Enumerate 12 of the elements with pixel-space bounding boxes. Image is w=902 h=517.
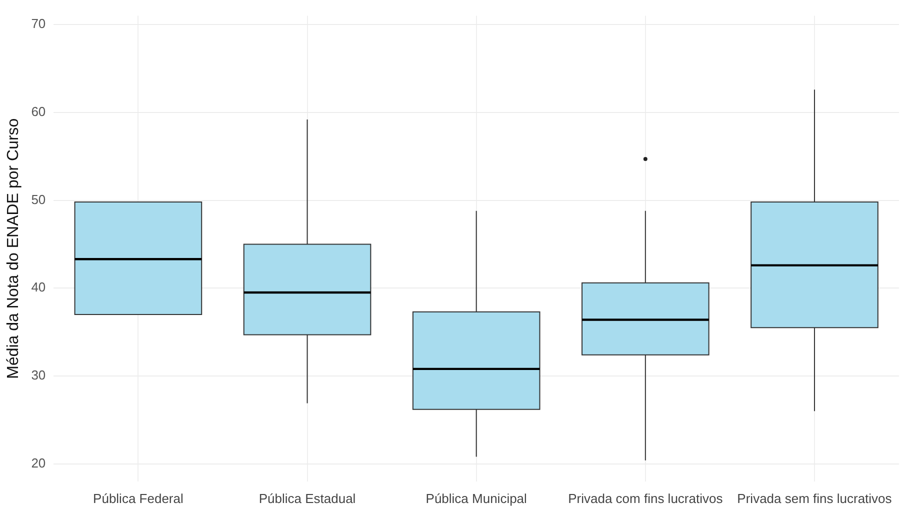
x-tick-label: Pública Estadual <box>258 490 356 506</box>
y-tick-label: 50 <box>31 192 46 207</box>
y-tick-label: 40 <box>31 280 46 295</box>
x-tick-label: Privada sem fins lucrativos <box>737 490 892 506</box>
y-tick-label: 70 <box>31 16 46 32</box>
x-tick-label: Pública Municipal <box>426 490 528 506</box>
x-tick-label: Pública Federal <box>93 490 184 506</box>
y-tick-label: 60 <box>31 104 46 120</box>
y-tick-label: 30 <box>31 368 46 383</box>
x-tick-label: Privada com fins lucrativos <box>568 490 724 506</box>
y-tick-label: 20 <box>31 455 46 470</box>
y-axis-title: Média da Nota do ENADE por Curso <box>5 118 22 379</box>
